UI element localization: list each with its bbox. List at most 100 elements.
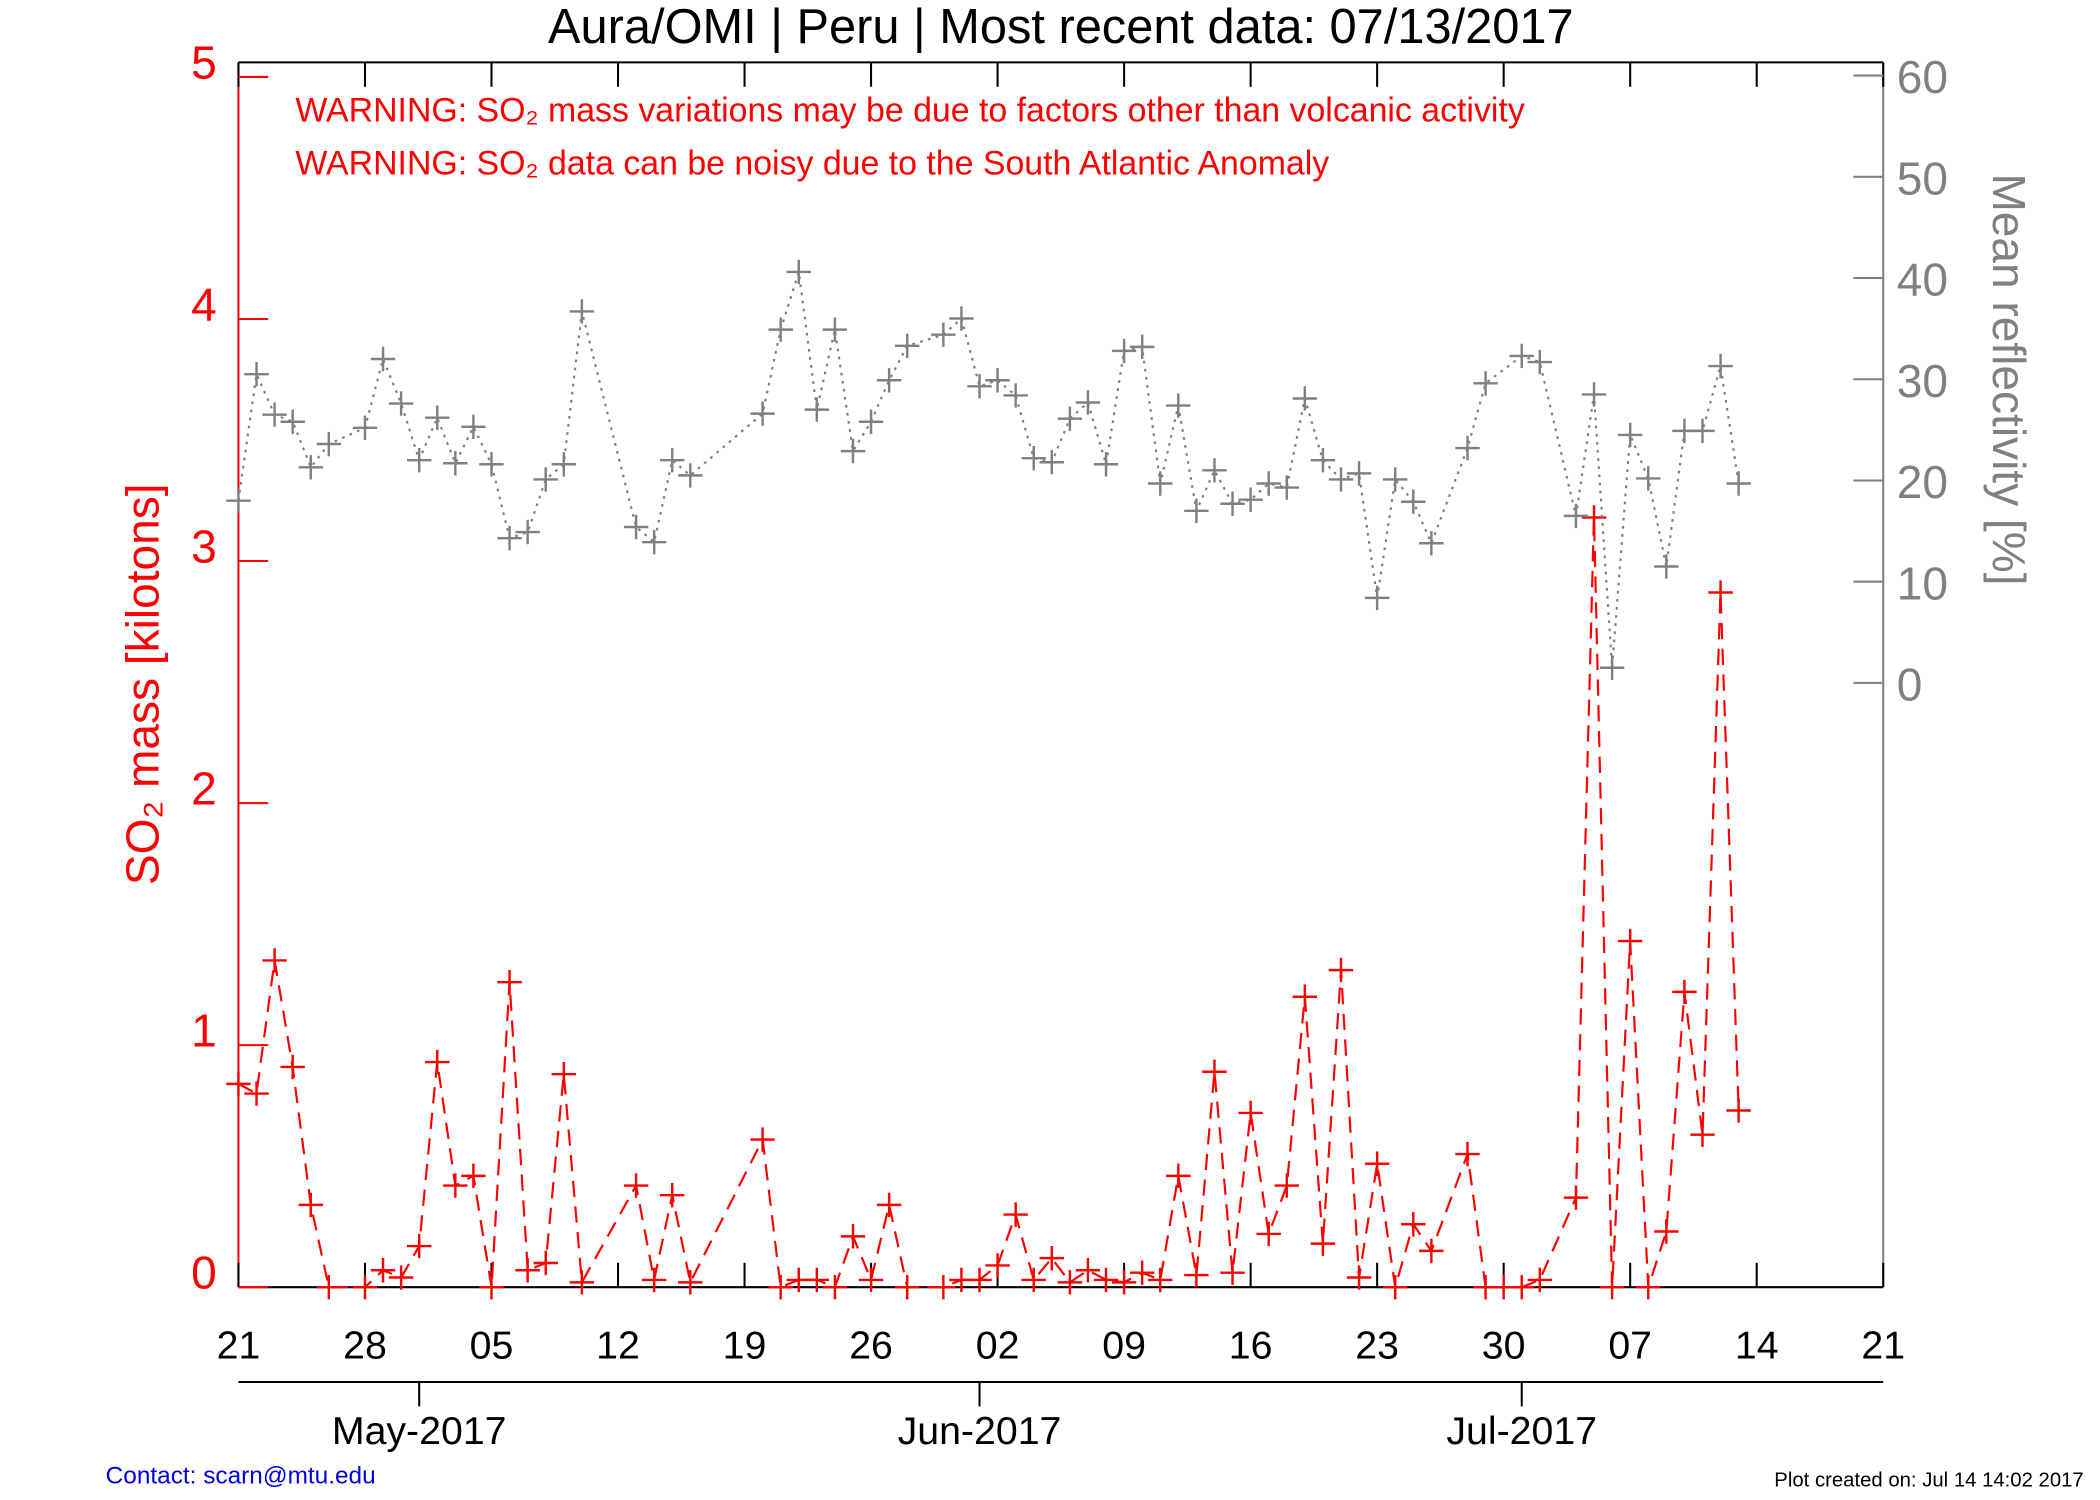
marker bbox=[280, 1054, 305, 1080]
marker bbox=[1075, 1258, 1101, 1283]
x-tick-label: 23 bbox=[1355, 1324, 1399, 1368]
marker bbox=[1292, 984, 1318, 1009]
marker bbox=[1003, 383, 1028, 408]
marker bbox=[1401, 1212, 1426, 1237]
marker bbox=[388, 391, 414, 416]
marker bbox=[985, 368, 1010, 393]
x-tick-label: 28 bbox=[343, 1324, 387, 1368]
marker bbox=[1401, 489, 1426, 514]
marker bbox=[768, 317, 793, 342]
marker bbox=[1455, 1141, 1480, 1167]
marker bbox=[1148, 471, 1173, 496]
warning: WARNING: SO₂ mass variations may be due … bbox=[295, 92, 1524, 130]
x-tick-label: 14 bbox=[1735, 1324, 1779, 1368]
marker bbox=[443, 1173, 468, 1198]
marker bbox=[226, 488, 251, 513]
marker bbox=[750, 401, 775, 426]
marker bbox=[985, 1253, 1010, 1278]
marker bbox=[1617, 928, 1643, 954]
marker bbox=[1274, 1173, 1299, 1198]
month-label: May-2017 bbox=[332, 1409, 507, 1453]
x-tick-label: 05 bbox=[470, 1324, 514, 1368]
marker bbox=[1455, 435, 1480, 461]
marker bbox=[425, 1049, 450, 1075]
marker bbox=[569, 1270, 595, 1295]
marker bbox=[533, 1250, 558, 1276]
marker bbox=[660, 448, 685, 473]
y2-tick-label: 50 bbox=[1897, 152, 1948, 204]
chart-title: Aura/OMI | Peru | Most recent data: 07/1… bbox=[548, 0, 1574, 54]
marker bbox=[1636, 466, 1661, 491]
marker bbox=[1690, 1122, 1715, 1147]
marker bbox=[1003, 1202, 1028, 1227]
marker bbox=[931, 322, 956, 347]
marker bbox=[1726, 1098, 1751, 1123]
marker bbox=[858, 409, 884, 434]
marker bbox=[1075, 390, 1101, 415]
marker bbox=[1654, 554, 1679, 579]
marker bbox=[858, 1267, 884, 1293]
marker bbox=[1617, 422, 1643, 448]
marker bbox=[1599, 655, 1625, 680]
marker bbox=[931, 1274, 956, 1300]
y2-tick-label: 60 bbox=[1897, 51, 1948, 103]
marker bbox=[280, 409, 305, 434]
marker bbox=[768, 1274, 793, 1300]
marker bbox=[515, 519, 540, 545]
marker bbox=[515, 1258, 540, 1283]
marker bbox=[1220, 491, 1245, 516]
x-tick-label: 21 bbox=[1861, 1324, 1905, 1368]
marker bbox=[226, 1071, 251, 1097]
marker bbox=[407, 1233, 432, 1259]
marker bbox=[461, 414, 486, 440]
x-tick-label: 12 bbox=[596, 1324, 640, 1368]
marker bbox=[298, 1192, 323, 1218]
y-tick-label: 2 bbox=[191, 762, 217, 814]
marker bbox=[443, 451, 468, 476]
marker bbox=[1166, 1163, 1191, 1189]
marker bbox=[316, 1274, 342, 1300]
marker bbox=[1111, 338, 1137, 364]
marker bbox=[1039, 450, 1064, 475]
marker bbox=[533, 467, 558, 492]
marker bbox=[244, 1081, 269, 1106]
marker bbox=[1039, 1245, 1064, 1271]
marker bbox=[1419, 1238, 1444, 1264]
marker bbox=[1202, 1059, 1227, 1084]
marker bbox=[895, 1274, 920, 1300]
marker bbox=[298, 455, 323, 480]
marker bbox=[1184, 1262, 1209, 1288]
marker bbox=[1238, 487, 1263, 512]
marker bbox=[569, 299, 595, 324]
marker bbox=[1509, 1274, 1534, 1300]
marker bbox=[244, 361, 269, 387]
marker bbox=[1057, 406, 1083, 431]
x-tick-label: 26 bbox=[849, 1324, 893, 1368]
marker bbox=[1364, 585, 1390, 611]
marker bbox=[840, 1224, 866, 1249]
marker bbox=[1654, 1219, 1679, 1244]
marker bbox=[678, 1270, 703, 1295]
marker bbox=[479, 1274, 504, 1300]
plot-created: Plot created on: Jul 14 14:02 2017 bbox=[1774, 1469, 2083, 1491]
marker bbox=[1129, 334, 1155, 360]
marker bbox=[497, 525, 522, 551]
marker bbox=[660, 1183, 685, 1208]
marker bbox=[1563, 1185, 1589, 1210]
marker bbox=[1220, 1260, 1245, 1285]
marker bbox=[1184, 498, 1209, 524]
marker bbox=[1726, 471, 1751, 496]
marker bbox=[1166, 393, 1191, 418]
marker bbox=[1129, 1260, 1155, 1285]
marker bbox=[1093, 452, 1119, 477]
marker bbox=[1473, 371, 1498, 396]
marker bbox=[804, 1267, 830, 1293]
x-tick-label: 07 bbox=[1608, 1324, 1652, 1368]
marker bbox=[623, 514, 649, 540]
marker bbox=[895, 333, 920, 359]
marker bbox=[750, 1127, 775, 1152]
marker bbox=[822, 1274, 848, 1300]
marker bbox=[949, 306, 974, 331]
marker bbox=[1274, 475, 1299, 500]
marker bbox=[822, 317, 848, 342]
